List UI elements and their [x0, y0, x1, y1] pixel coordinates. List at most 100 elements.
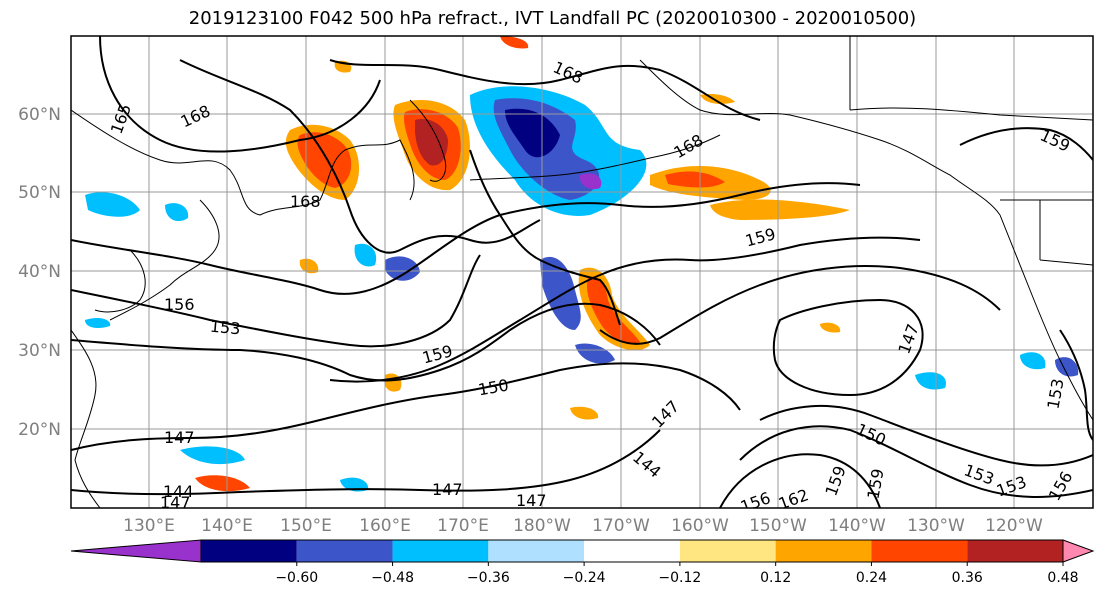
- lon-label: 140°W: [828, 516, 886, 536]
- alaska-coastline: [639, 59, 1001, 216]
- positive-anomaly-okhotsk-core: [297, 132, 352, 188]
- longitude-labels: 130°E 140°E 150°E 160°E 170°E 180°W 170°…: [123, 516, 1043, 536]
- contour-line: [469, 149, 621, 326]
- small-anomaly-blob: [85, 192, 140, 217]
- lon-label: 130°W: [907, 516, 965, 536]
- lon-label: 130°E: [123, 516, 175, 536]
- contour-line: [719, 453, 881, 508]
- colorbar-bin: [871, 540, 968, 562]
- positive-anomaly-kamchatka-max: [415, 119, 448, 166]
- colorbar-tick-label: −0.36: [467, 570, 510, 586]
- colorbar-bin: [201, 540, 297, 562]
- map-area: 165 168 168 168 168 159 159 156 153 159 …: [71, 36, 1093, 512]
- contour-line: [599, 265, 1001, 345]
- map-title: 2019123100 F042 500 hPa refract., IVT La…: [188, 8, 917, 29]
- colorbar-tick-label: 0.48: [1047, 570, 1078, 586]
- lat-label: 60°N: [18, 105, 61, 125]
- colorbar-bin: [584, 540, 680, 562]
- contour-line: [739, 425, 1093, 498]
- asia-coastline: [71, 109, 415, 216]
- contour-line: [329, 59, 761, 121]
- aleutian-coastline: [469, 134, 721, 181]
- small-anomaly-blob: [354, 243, 377, 267]
- colorbar-tick-label: −0.60: [275, 570, 318, 586]
- colorbar-tick-label: 0.36: [952, 570, 983, 586]
- colorbar-tick-label: −0.12: [658, 570, 701, 586]
- colorbar-bin: [488, 540, 585, 562]
- lon-label: 120°W: [985, 516, 1043, 536]
- positive-anomaly-central-pacific-core: [586, 276, 640, 344]
- contour-label: 147: [164, 428, 195, 447]
- colorbar-bin: [392, 540, 489, 562]
- contour-line: [71, 429, 661, 496]
- contour-line: [1059, 329, 1093, 441]
- lon-label: 160°E: [359, 516, 411, 536]
- small-anomaly-blob: [340, 477, 369, 492]
- us-border: [1000, 199, 1093, 266]
- small-anomaly-blob: [820, 322, 841, 333]
- small-anomaly-blob: [85, 317, 111, 328]
- colorbar-frame: [200, 539, 1064, 563]
- colorbar: −0.60 −0.48 −0.36 −0.24 −0.12 0.12 0.24 0.36 0.4…: [70, 539, 1095, 586]
- negative-anomaly-bering-center: [505, 108, 560, 158]
- negative-anomaly-central-pacific: [540, 256, 581, 330]
- small-anomaly-blob: [385, 256, 420, 281]
- lon-label: 180°W: [513, 516, 571, 536]
- colorbar-bin: [679, 540, 776, 562]
- contour-line: [71, 182, 861, 295]
- contour-line: [772, 298, 924, 397]
- positive-anomaly-east-pacific: [710, 199, 850, 220]
- colorbar-tick-label: −0.48: [371, 570, 414, 586]
- lon-label: 170°W: [592, 516, 650, 536]
- lon-label: 150°W: [749, 516, 807, 536]
- lat-label: 40°N: [18, 262, 61, 282]
- lon-label: 150°E: [280, 516, 332, 536]
- korea-coastline: [94, 249, 146, 313]
- small-anomaly-blob: [299, 258, 319, 274]
- japan-coastline: [109, 199, 220, 321]
- contour-label: 147: [160, 493, 191, 512]
- small-anomaly-blob: [165, 203, 189, 222]
- lat-label: 50°N: [18, 183, 61, 203]
- colorbar-bin: [967, 540, 1063, 562]
- small-anomaly-blob: [1020, 352, 1046, 370]
- china-coastline: [71, 329, 101, 508]
- positive-anomaly-gulf-alaska-core: [665, 171, 725, 188]
- coastlines: [71, 36, 1093, 508]
- contour-line: [71, 254, 481, 348]
- contour-line: [71, 362, 741, 451]
- colorbar-extend-high: [1062, 539, 1095, 563]
- small-anomaly-blob: [570, 406, 599, 420]
- colorbar-tick-label: 0.12: [760, 570, 791, 586]
- contour-line: [759, 405, 1093, 467]
- lat-label: 30°N: [18, 341, 61, 361]
- contour-label: 144: [163, 482, 194, 501]
- canada-border: [849, 36, 1093, 121]
- small-anomaly-blob: [195, 475, 250, 492]
- small-anomaly-blob: [575, 343, 615, 364]
- colorbar-tick-label: 0.24: [856, 570, 887, 586]
- contour-line: [71, 302, 661, 382]
- contour-label: 147: [516, 491, 547, 510]
- colorbar-tick-label: −0.24: [563, 570, 606, 586]
- small-anomaly-blob: [180, 446, 245, 465]
- contour-label: 156: [164, 295, 195, 314]
- north-america-coastline: [999, 214, 1093, 421]
- small-anomaly-blob: [915, 372, 946, 390]
- kamchatka-coastline: [409, 99, 447, 182]
- lat-label: 20°N: [18, 420, 61, 440]
- lon-label: 140°E: [201, 516, 253, 536]
- map-frame: [70, 35, 1094, 509]
- latitude-labels: 60°N 50°N 40°N 30°N 20°N: [18, 105, 61, 440]
- contour-line: [179, 59, 541, 254]
- small-anomaly-blob: [500, 36, 529, 49]
- negative-anomaly-bering-min: [579, 173, 602, 190]
- colorbar-bin: [775, 540, 872, 562]
- contour-label: 147: [432, 480, 463, 499]
- colorbar-bin: [296, 540, 393, 562]
- contour-label: 153: [209, 317, 241, 339]
- height-contours: [71, 36, 1093, 508]
- contour-line: [329, 236, 921, 383]
- contour-label: 168: [290, 192, 321, 211]
